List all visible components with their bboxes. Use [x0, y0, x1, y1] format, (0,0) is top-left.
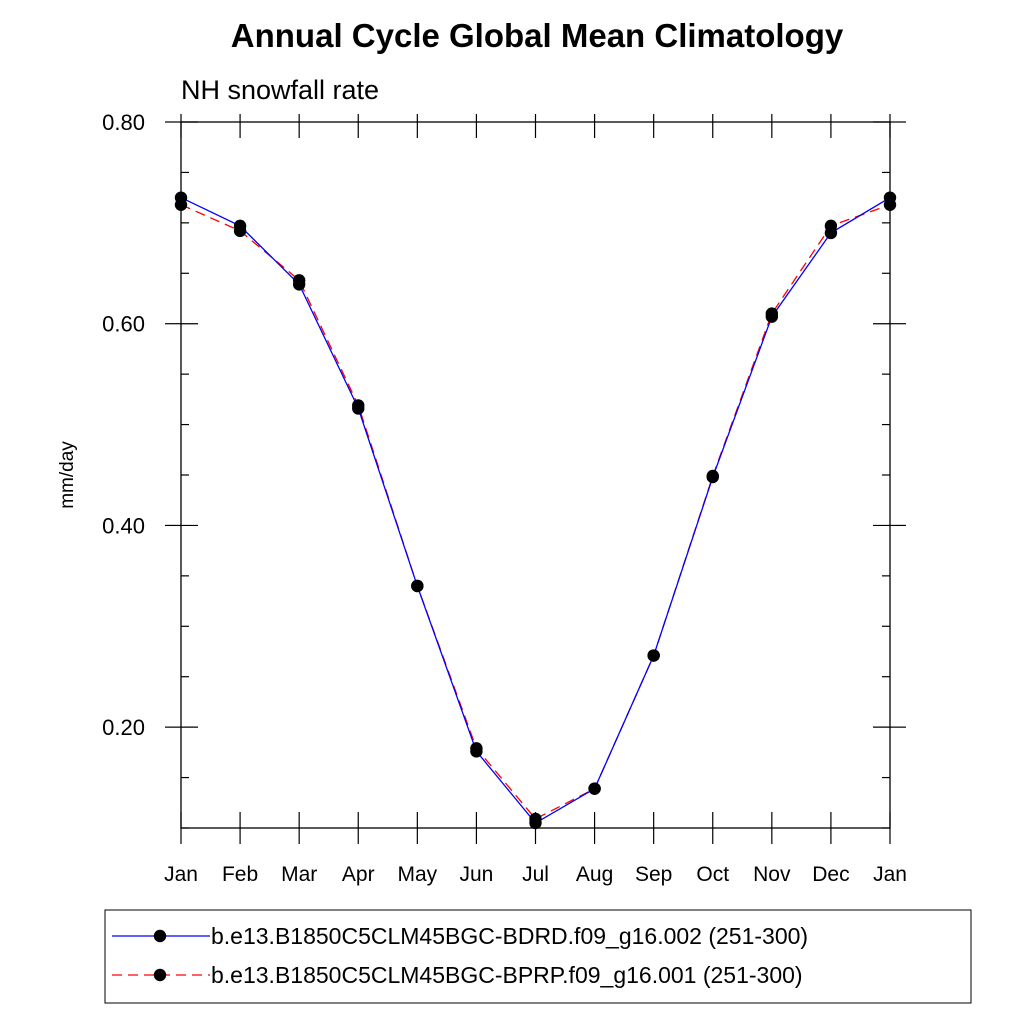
y-tick-label: 0.20	[102, 715, 145, 740]
series-2-point	[174, 198, 188, 211]
legend-box	[104, 909, 972, 1004]
series-2-point	[706, 469, 719, 483]
series-2-point	[588, 782, 601, 795]
legend-label-1: b.e13.B1850C5CLM45BGC-BDRD.f09_g16.002 (…	[211, 923, 808, 949]
legend-marker-2	[153, 968, 167, 982]
legend-label-2: b.e13.B1850C5CLM45BGC-BPRP.f09_g16.001 (…	[211, 962, 803, 988]
series-2-point	[470, 742, 483, 755]
x-tick-label: Jun	[459, 863, 493, 886]
series-2-point	[824, 219, 838, 233]
plot-frame	[180, 121, 891, 829]
y-tick-label: 0.60	[102, 312, 145, 337]
y-tick-label: 0.40	[102, 513, 145, 538]
y-tick-label: 0.80	[102, 110, 145, 135]
series-line-2	[180, 204, 891, 820]
legend-marker-1	[153, 929, 167, 943]
x-tick-labels: Jan Feb Mar Apr May Jun Jul Aug Sep Oct Nov Dec Jan	[164, 863, 907, 886]
x-tick-label: Sep	[635, 863, 672, 886]
x-tick-label: Jan	[873, 863, 907, 886]
chart-title: Annual Cycle Global Mean Climatology	[231, 17, 844, 54]
series-2-point	[529, 812, 542, 826]
x-tick-label: Jan	[164, 863, 198, 886]
x-tick-label: Dec	[812, 863, 849, 886]
series-line-1	[180, 197, 891, 824]
x-tick-label: Nov	[753, 863, 791, 886]
x-tick-label: Oct	[696, 863, 729, 886]
series-2-point	[411, 579, 424, 593]
series-markers	[174, 191, 897, 830]
x-tick-label: Jul	[522, 863, 549, 886]
series-lines	[180, 197, 891, 824]
legend: b.e13.B1850C5CLM45BGC-BDRD.f09_g16.002 (…	[112, 923, 808, 988]
series-2-point	[233, 224, 247, 238]
chart-subtitle: NH snowfall rate	[181, 75, 379, 105]
series-2-point	[765, 307, 779, 320]
series-2-point	[352, 399, 365, 412]
x-tick-label: Apr	[342, 863, 375, 886]
y-tick-labels: 0.20 0.40 0.60 0.80	[102, 110, 145, 740]
x-tick-label: Mar	[281, 863, 317, 886]
series-2-point	[647, 649, 660, 662]
series-2-point	[883, 198, 897, 211]
y-axis-label: mm/day	[57, 441, 78, 509]
axis-ticks	[165, 114, 906, 844]
x-tick-label: Aug	[576, 863, 613, 886]
x-tick-label: May	[397, 863, 437, 886]
series-2-point	[292, 274, 306, 287]
x-tick-label: Feb	[222, 863, 258, 886]
